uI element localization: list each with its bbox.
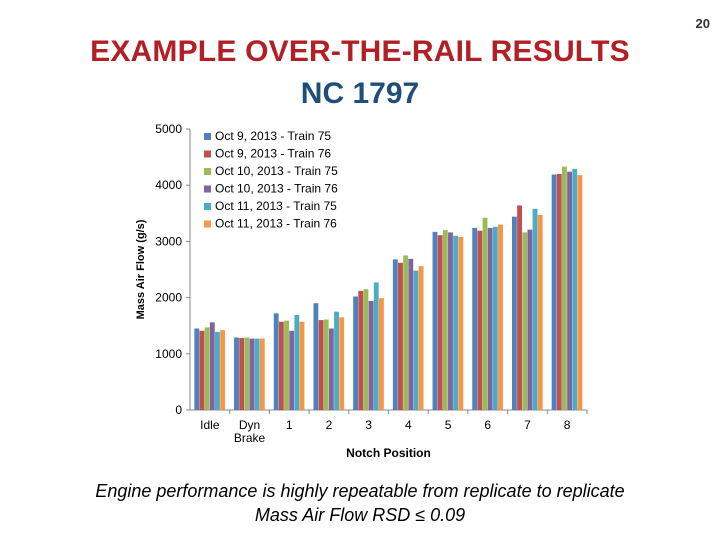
bar	[567, 171, 573, 410]
bar	[561, 166, 567, 410]
caption-line-1: Engine performance is highly repeatable …	[95, 481, 625, 501]
bar	[498, 224, 503, 410]
slide-title: EXAMPLE OVER-THE-RAIL RESULTS	[90, 35, 630, 68]
bar	[339, 317, 345, 410]
bar	[472, 227, 478, 410]
bar	[244, 337, 250, 410]
x-tick-label: 8	[564, 418, 571, 432]
slide-subtitle: NC 1797	[300, 77, 420, 110]
bar	[572, 168, 578, 410]
bar	[408, 258, 414, 410]
bar	[254, 338, 260, 410]
legend-label: Oct 9, 2013 - Train 75	[215, 129, 331, 143]
bar	[273, 313, 279, 410]
bar	[249, 338, 255, 410]
bar	[527, 229, 533, 410]
bar	[239, 338, 245, 410]
legend-swatch	[204, 185, 211, 193]
bar	[398, 262, 403, 410]
x-tick-label: 4	[405, 418, 412, 432]
legend-label: Oct 10, 2013 - Train 75	[215, 164, 338, 178]
bar	[299, 321, 305, 410]
bar	[551, 174, 557, 410]
legend-swatch	[204, 150, 211, 158]
legend-label: Oct 10, 2013 - Train 76	[215, 182, 338, 196]
bar	[448, 232, 453, 410]
bar	[368, 300, 374, 410]
slide-number: 20	[695, 16, 710, 31]
caption-line-2: Mass Air Flow RSD ≤ 0.09	[254, 505, 466, 525]
bar	[517, 205, 522, 410]
bar	[442, 230, 448, 410]
bar	[363, 289, 369, 410]
bar	[373, 282, 379, 410]
bar	[511, 216, 517, 410]
bar	[328, 328, 334, 410]
bar	[577, 175, 583, 410]
y-tick-label: 0	[175, 403, 182, 417]
bar	[323, 319, 329, 410]
bar	[522, 232, 528, 410]
x-tick-label: 1	[286, 418, 293, 432]
y-tick-label: 5000	[155, 122, 182, 136]
bar	[378, 298, 384, 410]
legend-label: Oct 9, 2013 - Train 76	[215, 147, 331, 161]
bar	[458, 236, 464, 410]
y-tick-label: 3000	[155, 234, 182, 248]
bar	[259, 338, 265, 410]
bar	[318, 320, 324, 410]
bar	[392, 259, 398, 410]
y-tick-label: 2000	[155, 291, 182, 305]
bar	[358, 290, 364, 410]
bar	[413, 270, 419, 410]
bar	[215, 331, 220, 410]
bar	[313, 303, 319, 410]
legend-swatch	[204, 168, 211, 175]
x-tick-label: 6	[484, 418, 491, 432]
y-tick-label: 1000	[155, 347, 182, 361]
x-tick-label: 5	[445, 418, 452, 432]
x-tick-label: Idle	[200, 418, 220, 432]
bar	[353, 296, 359, 410]
x-tick-label: Dyn	[239, 418, 260, 432]
bar	[234, 337, 239, 410]
bar	[199, 330, 205, 410]
bar	[487, 227, 493, 410]
bar	[556, 173, 562, 410]
bar	[537, 214, 543, 410]
bar	[194, 328, 200, 410]
mass-air-flow-chart: 0 1000 2000 3000 4000 5000 Mass Air Flow (g/s)…	[135, 122, 588, 460]
legend-label: Oct 11, 2013 - Train 76	[215, 217, 337, 231]
bar	[220, 330, 226, 410]
bar	[278, 321, 284, 410]
bar	[334, 311, 339, 410]
legend-label: Oct 11, 2013 - Train 75	[215, 199, 337, 213]
x-tick-label: Brake	[234, 431, 266, 445]
bar	[204, 327, 210, 410]
y-axis-title: Mass Air Flow (g/s)	[135, 219, 147, 319]
bar	[482, 217, 488, 410]
y-tick-label: 4000	[155, 178, 182, 192]
x-tick-label: 7	[524, 418, 531, 432]
bar	[209, 322, 215, 410]
bar	[477, 230, 483, 410]
bar	[294, 315, 300, 410]
x-tick-label: 2	[326, 418, 333, 432]
bar	[453, 235, 459, 410]
legend-swatch	[204, 133, 211, 140]
bar	[437, 235, 443, 410]
legend-swatch	[204, 203, 211, 210]
bar	[532, 208, 538, 410]
legend-swatch	[204, 220, 211, 228]
bar	[289, 330, 295, 410]
bar	[432, 231, 438, 410]
bar	[418, 266, 424, 410]
x-axis-title: Notch Position	[346, 446, 431, 460]
bar	[403, 255, 409, 410]
x-tick-label: 3	[365, 418, 372, 432]
bar	[492, 226, 498, 410]
bar	[284, 320, 289, 410]
